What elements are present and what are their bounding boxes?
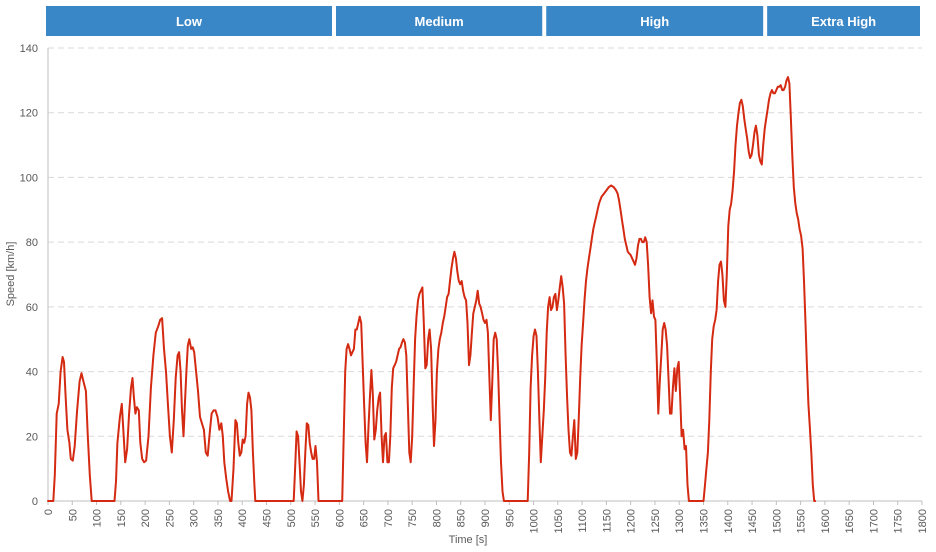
x-tick-label: 0 (43, 509, 55, 515)
x-tick-labels: 0 50 100 150 200 250 300 350 400 450 500 550 600 650 7… (43, 501, 929, 533)
phase-label: Medium (415, 14, 464, 29)
x-tick-label: 1800 (917, 509, 929, 533)
x-axis-title: Time [s] (449, 534, 488, 546)
x-tick-label: 1650 (844, 509, 856, 533)
y-tick-label: 40 (26, 367, 38, 379)
x-tick-label: 1250 (650, 509, 662, 533)
grid-lines (48, 47, 922, 437)
x-tick-label: 1550 (796, 509, 808, 533)
phase-bar-extra-high (767, 6, 920, 36)
x-tick-label: 750 (407, 509, 419, 527)
y-tick-label: 20 (26, 431, 38, 443)
x-tick-label: 500 (286, 509, 298, 527)
x-tick-label: 1750 (893, 509, 905, 533)
x-tick-label: 700 (383, 509, 395, 527)
x-tick-label: 1000 (529, 509, 541, 533)
x-tick-label: 1400 (723, 509, 735, 533)
phase-bar-high (546, 6, 764, 36)
phase-label: High (640, 14, 669, 29)
x-tick-label: 1450 (747, 509, 759, 533)
x-tick-label: 550 (310, 509, 322, 527)
x-tick-label: 100 (92, 509, 104, 527)
x-tick-label: 200 (140, 509, 152, 527)
x-tick-label: 400 (237, 509, 249, 527)
y-tick-label: 0 (32, 496, 38, 508)
y-tick-label: 140 (20, 43, 38, 55)
x-tick-label: 1200 (626, 509, 638, 533)
x-tick-label: 300 (189, 509, 201, 527)
y-tick-labels: 0 20 40 60 80 100 120 140 (20, 43, 38, 508)
phase-label: Extra High (811, 14, 876, 29)
series (47, 76, 817, 502)
x-tick-label: 1150 (601, 509, 613, 533)
x-tick-label: 1100 (577, 509, 589, 533)
phase-bar-low (46, 6, 332, 36)
phase-label: Low (176, 14, 203, 29)
phase-bar-medium (335, 6, 543, 36)
x-tick-label: 950 (504, 509, 516, 527)
x-tick-label: 450 (262, 509, 274, 527)
series-line-speed (47, 76, 817, 502)
x-tick-label: 1600 (820, 509, 832, 533)
x-tick-label: 1500 (771, 509, 783, 533)
x-tick-label: 250 (164, 509, 176, 527)
y-axis-title: Speed [km/h] (5, 242, 17, 307)
x-tick-label: 850 (456, 509, 468, 527)
x-tick-label: 350 (213, 509, 225, 527)
y-tick-label: 120 (20, 108, 38, 120)
x-tick-label: 150 (116, 509, 128, 527)
x-tick-label: 1300 (674, 509, 686, 533)
x-tick-label: 800 (431, 509, 443, 527)
x-tick-label: 1350 (699, 509, 711, 533)
y-tick-label: 60 (26, 302, 38, 314)
x-tick-label: 900 (480, 509, 492, 527)
y-tick-label: 100 (20, 172, 38, 184)
x-tick-label: 600 (334, 509, 346, 527)
x-tick-label: 50 (67, 509, 79, 521)
x-tick-label: 1050 (553, 509, 565, 533)
phase-bars: Low Medium High Extra High (46, 6, 920, 36)
x-tick-label: 650 (359, 509, 371, 527)
x-tick-label: 1700 (868, 509, 880, 533)
y-tick-label: 80 (26, 237, 38, 249)
